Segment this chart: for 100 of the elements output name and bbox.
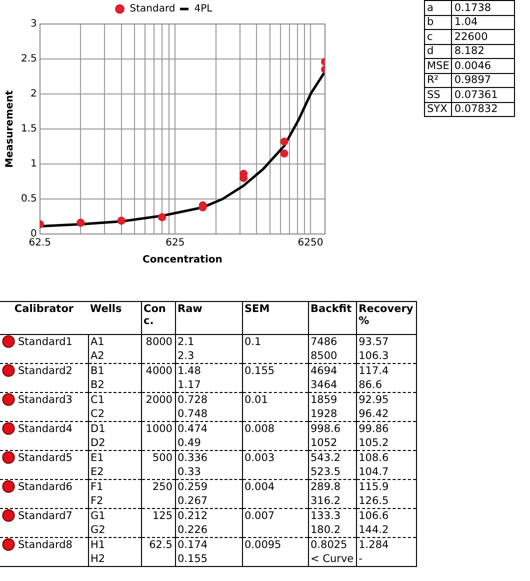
- text: 2.1: [175, 334, 242, 349]
- text: B2: [88, 378, 141, 392]
- text: 108.6: [356, 450, 416, 465]
- text: A2: [88, 349, 141, 364]
- text: 0.0095: [242, 538, 308, 552]
- text: 0.1: [242, 334, 308, 349]
- text: 133.3: [308, 508, 356, 523]
- category-label: Conc.: [141, 302, 175, 334]
- text: 1.48: [175, 364, 242, 378]
- text: 0.004: [242, 480, 308, 494]
- category-label: Raw: [175, 302, 242, 334]
- category-label: Recovery %: [356, 302, 416, 334]
- y-tick-label: 3: [30, 18, 37, 30]
- text: 1.284: [356, 538, 416, 552]
- text: 4694: [308, 364, 356, 378]
- text: Standard2: [0, 364, 88, 378]
- text: 0.174: [175, 538, 242, 552]
- text: D2: [88, 436, 141, 450]
- text: 0.212: [175, 508, 242, 523]
- text: 106.6: [356, 508, 416, 523]
- text: 0.226: [175, 523, 242, 538]
- text: C2: [88, 407, 141, 422]
- text: 115.9: [356, 480, 416, 494]
- category-label: SS: [424, 88, 452, 102]
- y-tick-label: 0.5: [20, 194, 37, 205]
- text: 7486: [308, 334, 356, 349]
- text: 0.49: [175, 436, 242, 450]
- text: 543.2: [308, 450, 356, 465]
- data-label: 1.04: [452, 15, 515, 30]
- category-label: d: [424, 44, 452, 58]
- text: 62.5: [141, 538, 175, 552]
- text: < Curve: [308, 552, 356, 566]
- data-label: 0.07832: [452, 102, 515, 116]
- category-label: a: [424, 0, 452, 15]
- text: 0.003: [242, 450, 308, 465]
- text: Standard5: [0, 450, 88, 465]
- text: G1: [88, 508, 141, 523]
- legend-label: Standard: [130, 4, 176, 15]
- legend-label: 4PL: [194, 4, 213, 15]
- text: 104.7: [356, 465, 416, 480]
- category-label: b: [424, 15, 452, 30]
- text: 250: [141, 480, 175, 494]
- y-axis-title: Measurement: [4, 90, 16, 168]
- category-label: R²: [424, 73, 452, 88]
- text: E2: [88, 465, 141, 480]
- text: 500: [141, 450, 175, 465]
- text: F2: [88, 494, 141, 508]
- data-label: 8.182: [452, 44, 515, 58]
- category-label: MSE: [424, 58, 452, 73]
- text: 180.2: [308, 523, 356, 538]
- text: 144.2: [356, 523, 416, 538]
- category-label: Calibrator: [0, 302, 88, 334]
- data-label: 0.0046: [452, 58, 515, 73]
- text: 0.748: [175, 407, 242, 422]
- text: G2: [88, 523, 141, 538]
- x-tick-label: 6250: [298, 238, 324, 249]
- text: D1: [88, 422, 141, 436]
- text: 0.33: [175, 465, 242, 480]
- text: Standard4: [0, 422, 88, 436]
- text: 96.42: [356, 407, 416, 422]
- text: 117.4: [356, 364, 416, 378]
- text: Standard1: [0, 334, 88, 349]
- text: 0.728: [175, 392, 242, 407]
- data-label: 0.1738: [452, 0, 515, 15]
- text: 8000: [141, 334, 175, 349]
- text: 0.008: [242, 422, 308, 436]
- text: C1: [88, 392, 141, 407]
- text: 125: [141, 508, 175, 523]
- category-label: SEM: [242, 302, 308, 334]
- text: 2000: [141, 392, 175, 407]
- text: 316.2: [308, 494, 356, 508]
- text: 1859: [308, 392, 356, 407]
- text: 998.6: [308, 422, 356, 436]
- text: 0.259: [175, 480, 242, 494]
- text: 1.17: [175, 378, 242, 392]
- text: H1: [88, 538, 141, 552]
- y-tick-label: 2.5: [20, 54, 37, 65]
- text: 0.007: [242, 508, 308, 523]
- text: 2.3: [175, 349, 242, 364]
- text: Standard6: [0, 480, 88, 494]
- text: 99.86: [356, 422, 416, 436]
- text: 126.5: [356, 494, 416, 508]
- text: -: [356, 552, 416, 566]
- text: 0.267: [175, 494, 242, 508]
- text: 106.3: [356, 349, 416, 364]
- text: 93.57: [356, 334, 416, 349]
- data-label: 0.07361: [452, 88, 515, 102]
- text: 0.8025: [308, 538, 356, 552]
- text: A1: [88, 334, 141, 349]
- text: 4000: [141, 364, 175, 378]
- text: 0.155: [175, 552, 242, 566]
- category-label: Wells: [88, 302, 141, 334]
- category-label: Backfit: [308, 302, 356, 334]
- text: 8500: [308, 349, 356, 364]
- text: Standard3: [0, 392, 88, 407]
- y-tick-label: 2: [30, 88, 37, 100]
- text: 105.2: [356, 436, 416, 450]
- text: 92.95: [356, 392, 416, 407]
- x-tick-label: 62.5: [28, 238, 52, 249]
- data-label: 22600: [452, 30, 515, 44]
